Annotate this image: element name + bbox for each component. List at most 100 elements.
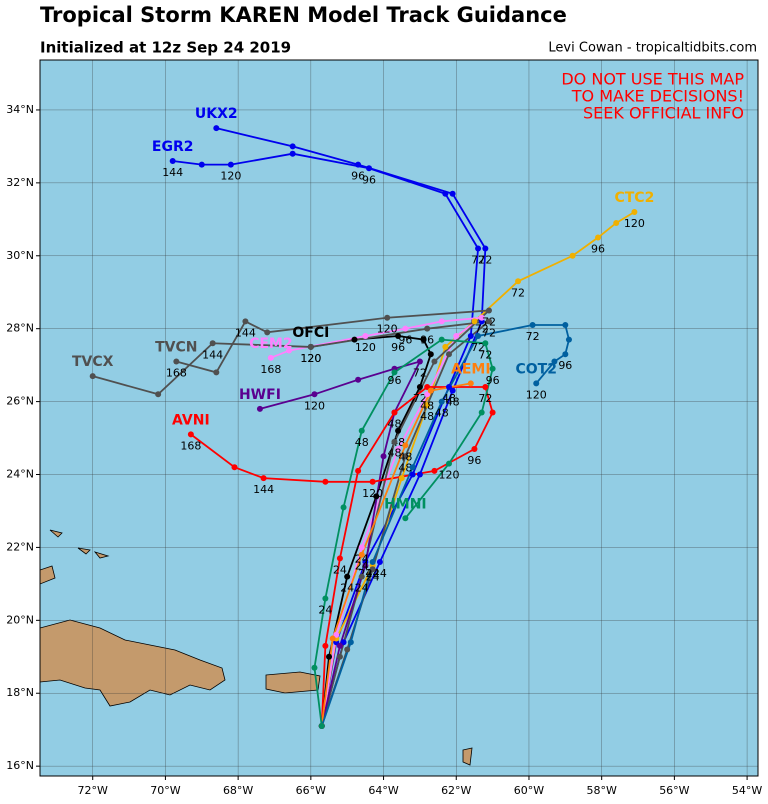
track-line — [259, 360, 422, 727]
grid — [40, 60, 758, 776]
track-point — [391, 369, 398, 376]
track-point — [362, 332, 369, 339]
track-name: TVCN — [155, 339, 197, 355]
track-point — [260, 475, 267, 482]
track-point — [187, 431, 194, 438]
x-tick-label: 56°W — [659, 784, 689, 797]
y-tick-label: 32°N — [6, 176, 34, 189]
track-point — [478, 409, 485, 416]
hour-label: 96 — [467, 454, 481, 467]
track-point — [395, 445, 402, 452]
x-tick-label: 70°W — [150, 784, 180, 797]
track-point — [489, 409, 496, 416]
track-name: AEMI — [451, 361, 491, 377]
hour-label: 96 — [391, 341, 405, 354]
track-point — [198, 161, 205, 168]
track-point — [482, 384, 489, 391]
track-point — [445, 460, 452, 467]
hour-label: 120 — [300, 352, 321, 365]
track-point — [409, 471, 416, 478]
track-point — [373, 493, 380, 500]
hour-label: 120 — [624, 217, 645, 230]
hour-label: 144 — [162, 166, 183, 179]
guadeloupe — [462, 747, 473, 766]
track-point — [242, 318, 249, 325]
cuba — [40, 565, 56, 585]
hour-label: 72 — [471, 253, 485, 266]
hour-label: 72 — [511, 286, 525, 299]
hour-label: 96 — [351, 170, 365, 183]
track-line — [313, 338, 494, 727]
x-tick-label: 60°W — [514, 784, 544, 797]
x-tick-label: 54°W — [732, 784, 762, 797]
y-tick-label: 16°N — [6, 759, 34, 772]
track-point — [311, 664, 318, 671]
track-point — [173, 358, 180, 365]
y-tick-label: 34°N — [6, 103, 34, 116]
track-point — [391, 438, 398, 445]
track-point — [467, 380, 474, 387]
x-tick-label: 72°W — [78, 784, 108, 797]
hour-label: 24 — [355, 560, 369, 573]
hour-label: 48 — [435, 407, 449, 420]
track-point — [89, 373, 96, 380]
track-point — [485, 318, 492, 325]
track-point — [398, 475, 405, 482]
track-point — [347, 639, 354, 646]
track-point — [231, 464, 238, 471]
hour-label: 72 — [471, 341, 485, 354]
hour-label: 48 — [355, 436, 369, 449]
hour-label: 120 — [362, 487, 383, 500]
hour-label: 96 — [486, 374, 500, 387]
hour-label: 48 — [387, 418, 401, 431]
track-point — [267, 354, 274, 361]
track-point — [322, 478, 329, 485]
track-point — [358, 573, 365, 580]
track-point — [289, 143, 296, 150]
map-content: 24 48 72 96 120 144 EGR2 24 48 72 96 UKX2 24 48 72 96 12… — [40, 60, 758, 776]
track-point — [471, 445, 478, 452]
track-point — [369, 478, 376, 485]
hour-label: 120 — [304, 399, 325, 412]
track-point — [355, 376, 362, 383]
x-tick-label: 62°W — [441, 784, 471, 797]
hour-label: 120 — [300, 352, 321, 365]
track-point — [482, 340, 489, 347]
hour-label: 96 — [591, 243, 605, 256]
track-point — [344, 573, 351, 580]
hour-label: 48 — [398, 450, 412, 463]
track-point — [631, 209, 638, 216]
track-point — [395, 427, 402, 434]
hour-label: 72 — [478, 392, 492, 405]
track-name: EGR2 — [152, 139, 194, 155]
track-point — [395, 332, 402, 339]
track-point — [213, 369, 220, 376]
track-point — [416, 358, 423, 365]
track-point — [286, 347, 293, 354]
track-name: OFCI — [292, 325, 329, 341]
track-point — [475, 245, 482, 252]
hour-label: 24 — [366, 567, 380, 580]
hour-label: 24 — [355, 582, 369, 595]
track-name: COT2 — [516, 361, 557, 377]
track-point — [376, 559, 383, 566]
track-point — [336, 642, 343, 649]
track-point — [340, 639, 347, 646]
track-point — [515, 278, 522, 285]
hour-label: 120 — [438, 469, 459, 482]
hour-label: 24 — [333, 563, 347, 576]
track-point — [358, 427, 365, 434]
track-point — [478, 314, 485, 321]
track-point — [380, 453, 387, 460]
track-point — [533, 380, 540, 387]
track-point — [467, 332, 474, 339]
track-name: HMNI — [384, 496, 427, 512]
hour-label: 96 — [387, 374, 401, 387]
track-point — [358, 551, 365, 558]
track-name: UKX2 — [195, 106, 238, 122]
track-name: CTC2 — [614, 190, 654, 206]
track-point — [289, 150, 296, 157]
track-name: AVNI — [172, 412, 210, 428]
hour-label: 24 — [318, 603, 332, 616]
track-point — [326, 653, 333, 660]
